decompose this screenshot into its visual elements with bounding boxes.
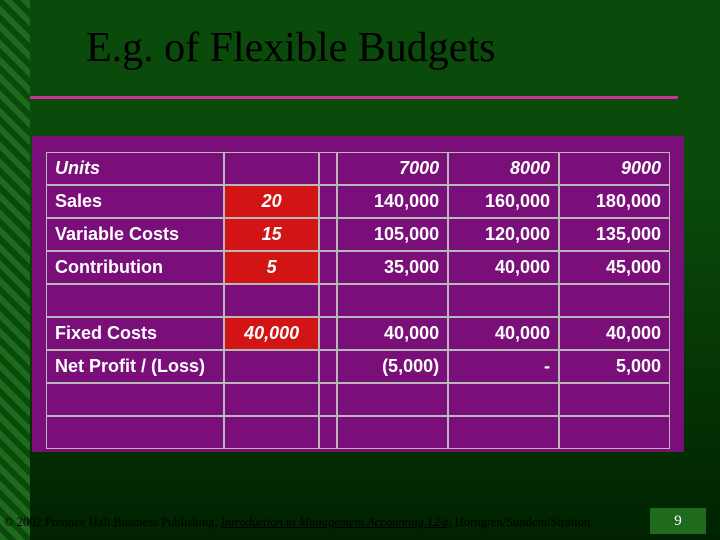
per-unit-cell [224,152,319,185]
table-row [46,416,670,449]
slide-title: E.g. of Flexible Budgets [86,24,495,72]
value-cell: - [448,350,559,383]
value-cell: 9000 [559,152,670,185]
title-underline [30,96,678,99]
per-unit-cell: 5 [224,251,319,284]
per-unit-cell: 15 [224,218,319,251]
per-unit-cell [224,416,319,449]
title-area: E.g. of Flexible Budgets [86,24,495,72]
value-cell [448,383,559,416]
spacer-cell [319,152,337,185]
spacer-cell [319,383,337,416]
table-row: Sales20 140,000160,000180,000 [46,185,670,218]
row-label [46,383,224,416]
row-label: Units [46,152,224,185]
value-cell: 120,000 [448,218,559,251]
value-cell [448,284,559,317]
table-row [46,383,670,416]
value-cell: 160,000 [448,185,559,218]
value-cell: 40,000 [448,251,559,284]
value-cell: 45,000 [559,251,670,284]
table-row: Fixed Costs40,00040,00040,00040,000 [46,317,670,350]
value-cell: 40,000 [337,317,448,350]
row-label: Net Profit / (Loss) [46,350,224,383]
table-row: Net Profit / (Loss) (5,000)-5,000 [46,350,670,383]
value-cell [337,383,448,416]
per-unit-cell [224,383,319,416]
value-cell: 5,000 [559,350,670,383]
footer-book-title: Introduction to Management Accounting 12… [221,515,452,529]
row-label: Contribution [46,251,224,284]
left-stripe [0,0,30,540]
value-cell: 35,000 [337,251,448,284]
slide: E.g. of Flexible Budgets Units 7000800090… [0,0,720,540]
value-cell: 8000 [448,152,559,185]
value-cell: 105,000 [337,218,448,251]
row-label [46,416,224,449]
value-cell: 180,000 [559,185,670,218]
spacer-cell [319,185,337,218]
value-cell: 40,000 [448,317,559,350]
spacer-cell [319,350,337,383]
footer: © 2002 Prentice Hall Business Publishing… [4,515,590,530]
per-unit-cell: 40,000 [224,317,319,350]
value-cell: (5,000) [337,350,448,383]
per-unit-cell [224,350,319,383]
footer-authors: Horngren/Sundem/Stratton [452,515,591,529]
value-cell: 135,000 [559,218,670,251]
flexible-budget-table: Units 700080009000 Sales20 140,000160,00018… [46,152,670,449]
value-cell [559,383,670,416]
table-row: Units 700080009000 [46,152,670,185]
spacer-cell [319,218,337,251]
table-row: Contribution5 35,00040,00045,000 [46,251,670,284]
page-number-badge: 9 [650,508,706,534]
table-row [46,284,670,317]
value-cell [448,416,559,449]
value-cell [337,416,448,449]
value-cell: 40,000 [559,317,670,350]
spacer-cell [319,284,337,317]
value-cell [559,284,670,317]
spacer-cell [319,251,337,284]
spacer-cell [319,416,337,449]
per-unit-cell [224,284,319,317]
row-label: Sales [46,185,224,218]
value-cell: 7000 [337,152,448,185]
table-row: Variable Costs15 105,000120,000135,000 [46,218,670,251]
spacer-cell [319,317,337,350]
value-cell [559,416,670,449]
footer-copyright: © 2002 Prentice Hall Business Publishing… [4,515,221,529]
value-cell: 140,000 [337,185,448,218]
row-label: Variable Costs [46,218,224,251]
value-cell [337,284,448,317]
row-label [46,284,224,317]
per-unit-cell: 20 [224,185,319,218]
row-label: Fixed Costs [46,317,224,350]
